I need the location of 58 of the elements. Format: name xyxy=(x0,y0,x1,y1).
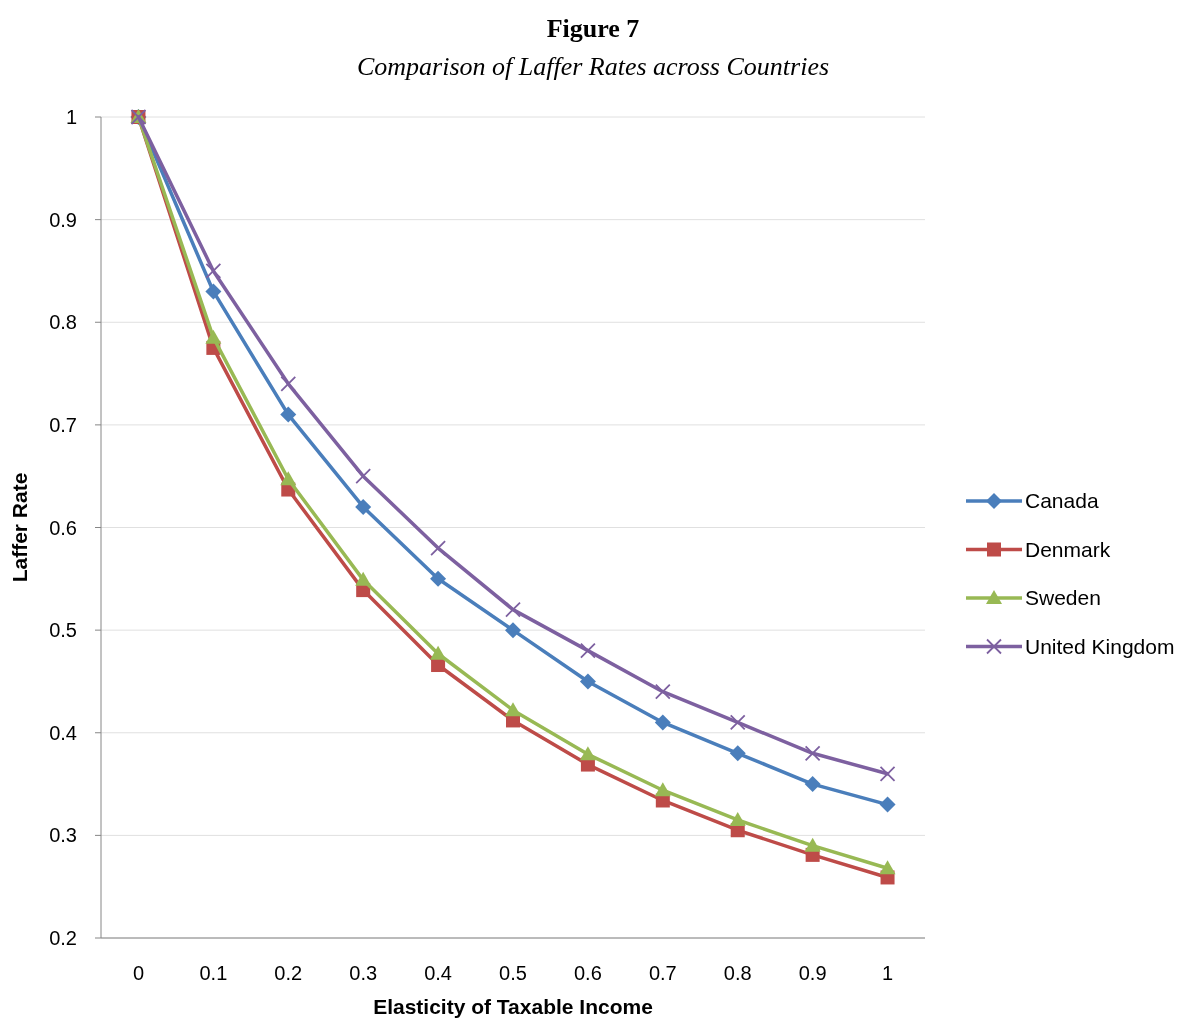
point xyxy=(505,622,521,639)
point xyxy=(280,471,297,486)
x-axis-title: Elasticity of Taxable Income xyxy=(373,995,653,1018)
point xyxy=(505,702,521,717)
y-tick-label: 0.4 xyxy=(49,721,77,744)
x-tick-label: 0.4 xyxy=(424,962,452,984)
point xyxy=(430,540,446,556)
x-tick-label: 0.9 xyxy=(798,962,827,984)
x-tick-label: 0 xyxy=(132,962,145,984)
y-tick-label: 0.2 xyxy=(49,927,77,949)
y-tick-label: 0.9 xyxy=(49,208,77,231)
x-tick-label: 0.2 xyxy=(274,962,303,984)
point xyxy=(205,263,222,279)
chart-subtitle: Comparison of Laffer Rates across Countries xyxy=(356,52,830,81)
point xyxy=(205,283,222,300)
x-tick-label: 0.1 xyxy=(199,962,228,984)
x-tick-label: 0.7 xyxy=(648,962,677,984)
x-tick-label: 0.5 xyxy=(499,962,527,984)
y-tick-label: 0.7 xyxy=(49,413,77,436)
legend-label: Sweden xyxy=(1025,586,1101,610)
point xyxy=(654,683,671,700)
point xyxy=(579,673,596,690)
point xyxy=(355,571,372,586)
legend-label: Denmark xyxy=(1025,537,1111,561)
point xyxy=(430,570,447,587)
y-tick-label: 0.6 xyxy=(49,516,77,539)
point xyxy=(729,714,746,731)
point xyxy=(205,329,222,344)
point xyxy=(879,860,896,875)
point xyxy=(879,796,896,813)
point xyxy=(804,745,821,762)
y-axis-title: Laffer Rate xyxy=(8,472,31,583)
point xyxy=(580,642,596,659)
y-tick-label: 0.5 xyxy=(49,619,77,642)
point xyxy=(280,375,297,392)
point xyxy=(729,811,746,826)
point xyxy=(280,406,297,423)
y-tick-label: 1 xyxy=(65,106,77,128)
point xyxy=(579,746,596,761)
y-tick-label: 0.3 xyxy=(49,824,77,847)
y-tick-label: 0.8 xyxy=(49,311,77,334)
point xyxy=(729,745,746,762)
point xyxy=(505,601,521,618)
point xyxy=(654,782,671,797)
x-tick-label: 0.8 xyxy=(723,962,752,984)
chart-title: Figure 7 xyxy=(546,14,640,43)
x-tick-label: 1 xyxy=(881,962,894,984)
point xyxy=(430,645,447,660)
legend-label: United Kingdom xyxy=(1025,634,1175,658)
x-tick-label: 0.3 xyxy=(349,962,378,984)
point xyxy=(879,765,896,782)
point xyxy=(355,468,372,485)
x-tick-label: 0.6 xyxy=(574,962,602,984)
point xyxy=(355,498,372,515)
point xyxy=(654,714,671,731)
point xyxy=(804,776,821,793)
legend-label: Canada xyxy=(1025,489,1099,513)
point xyxy=(804,837,821,852)
